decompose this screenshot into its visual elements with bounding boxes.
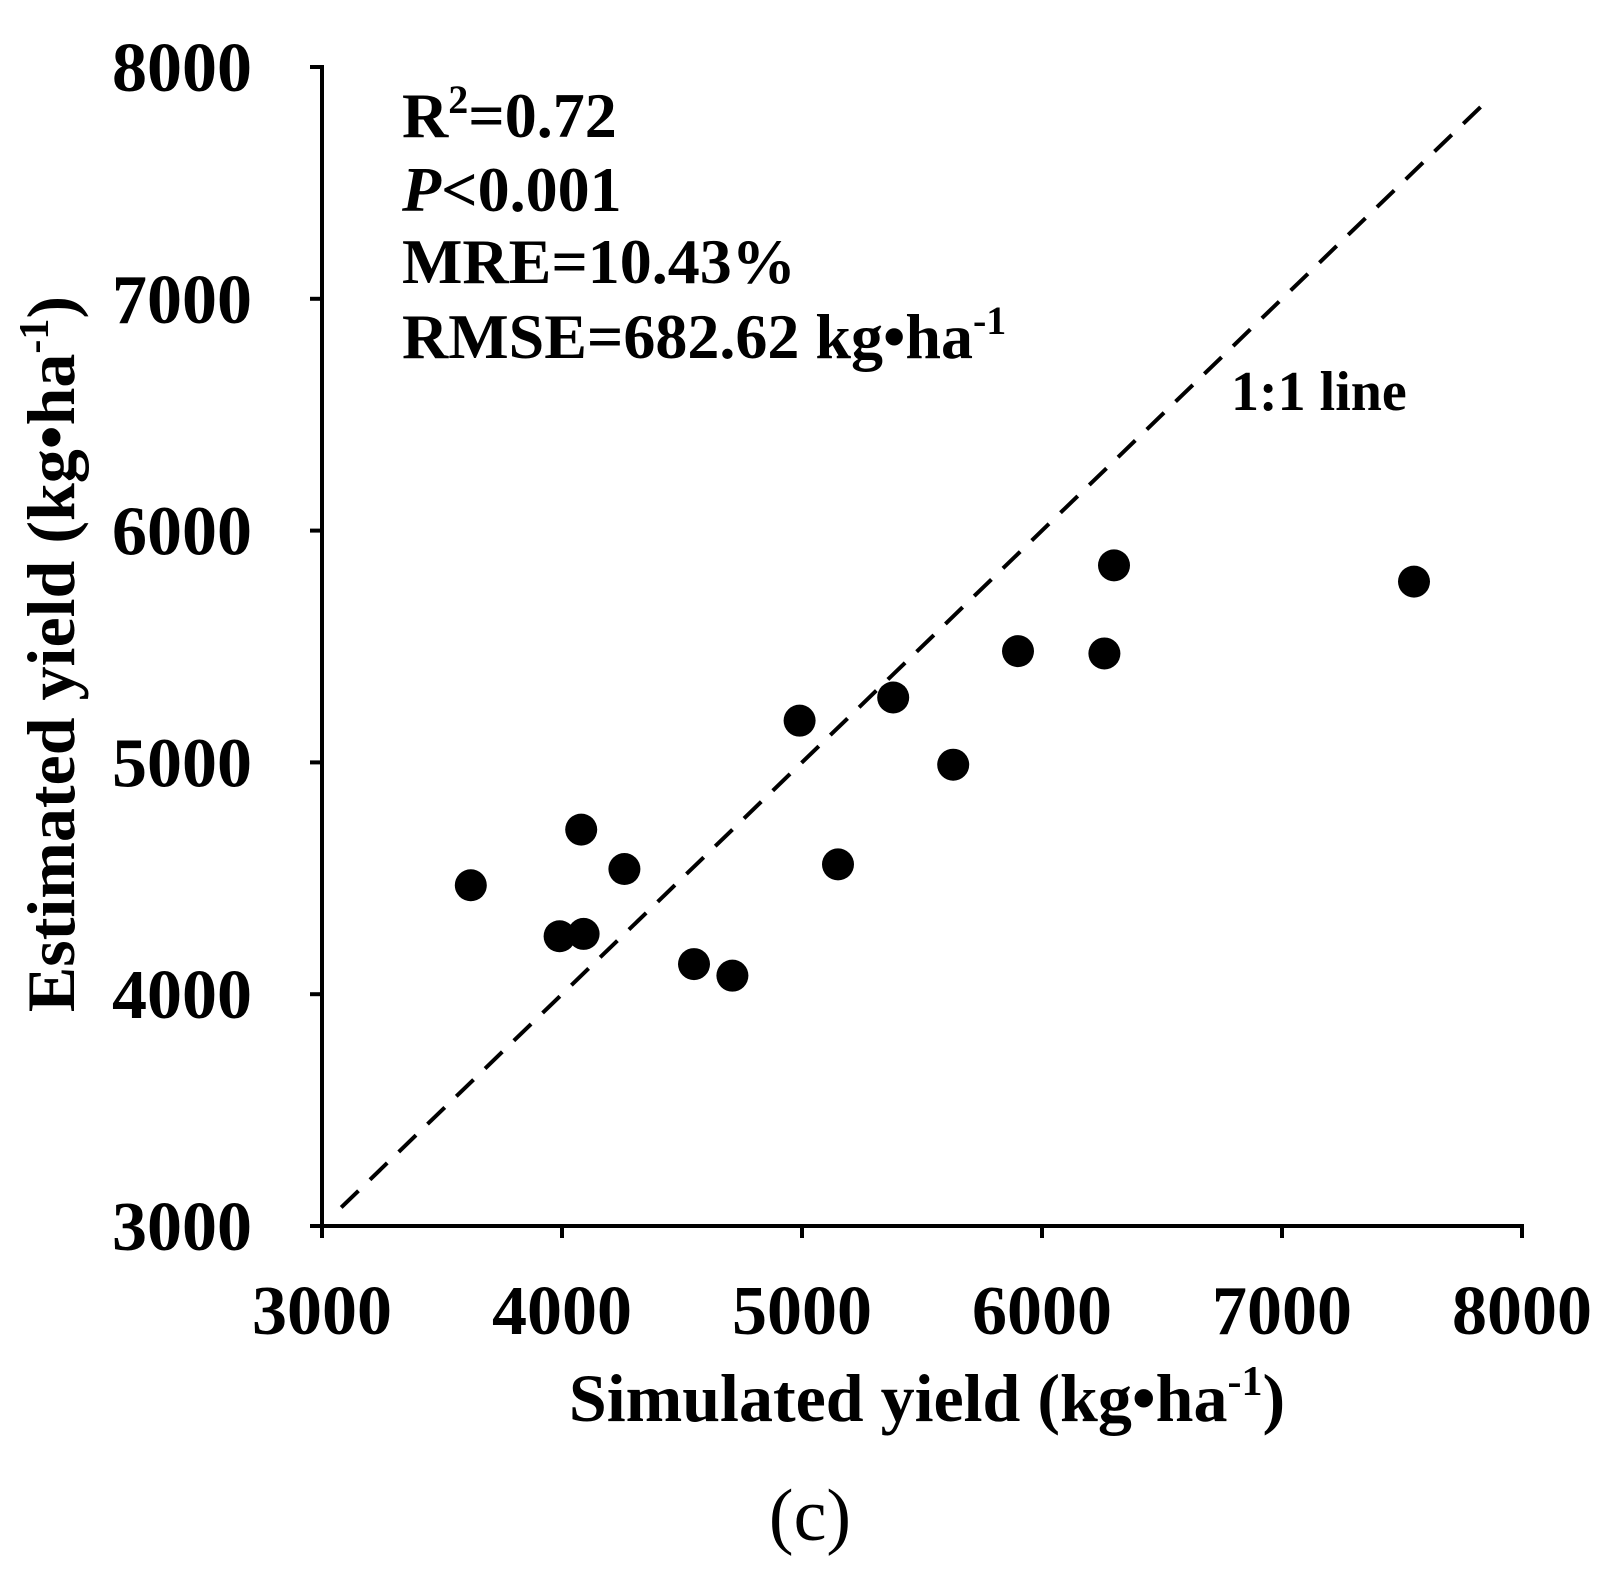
data-point [783,704,816,737]
y-axis-title-close: ) [13,296,89,319]
x-axis-title: Simulated yield (kg•ha-1) [569,1359,1285,1436]
data-point [937,748,970,781]
y-axis-title-superscript: -1 [12,319,58,354]
p-value-annotation: P<0.001 [401,154,622,225]
one-to-one-reference-line [339,98,1490,1209]
r-squared-symbol: R [402,80,449,151]
x-tick-label: 7000 [1212,1273,1352,1350]
rmse-unit: kg•ha [799,301,973,372]
x-axis-ticks: 3000 4000 5000 6000 7000 8000 [252,1226,1592,1350]
data-point [678,948,710,981]
reference-line-label: 1:1 line [1231,361,1407,423]
y-tick-label: 4000 [112,957,252,1034]
y-tick-label: 7000 [112,262,252,339]
x-tick-label: 6000 [972,1273,1112,1350]
x-axis-title-close: ) [1262,1360,1285,1436]
x-tick-label: 4000 [492,1273,632,1350]
axes [320,65,1524,1228]
data-point [1398,565,1430,598]
mre-annotation: MRE=10.43% [402,226,796,297]
r-squared-annotation: R2=0.72 [402,77,617,151]
panel-label: (c) [769,1475,851,1557]
x-tick-label: 5000 [732,1273,872,1350]
data-point [1088,637,1121,670]
data-point [565,813,598,846]
y-axis-title-text: Estimated yield (kg•ha [13,354,89,1013]
data-point [608,853,641,886]
data-point [716,959,749,992]
data-point [454,869,487,902]
data-point [1002,635,1034,668]
rmse-annotation: RMSE=682.62 kg•ha-1 [402,298,1006,372]
data-point [543,920,576,953]
data-point [567,917,600,950]
p-value: <0.001 [441,154,621,225]
y-tick-label: 5000 [112,725,252,802]
y-axis-ticks: 3000 4000 5000 6000 7000 8000 [112,30,322,1266]
data-point [877,681,910,714]
x-tick-label: 8000 [1452,1273,1592,1350]
x-axis-title-text: Simulated yield (kg•ha [569,1360,1228,1436]
data-point [1098,549,1130,582]
r-squared-value: =0.72 [468,80,616,151]
p-symbol: P [401,154,442,225]
r-squared-superscript: 2 [448,77,468,122]
y-tick-label: 3000 [112,1189,252,1266]
y-tick-label: 6000 [112,494,252,571]
data-points [454,549,1430,992]
rmse-value: RMSE=682.62 [402,301,799,372]
x-axis-title-superscript: -1 [1227,1359,1262,1405]
y-axis-title: Estimated yield (kg•ha-1) [12,296,89,1012]
data-point [822,848,854,881]
x-tick-label: 3000 [252,1273,392,1350]
rmse-unit-superscript: -1 [973,298,1006,343]
y-tick-label: 8000 [112,30,252,107]
